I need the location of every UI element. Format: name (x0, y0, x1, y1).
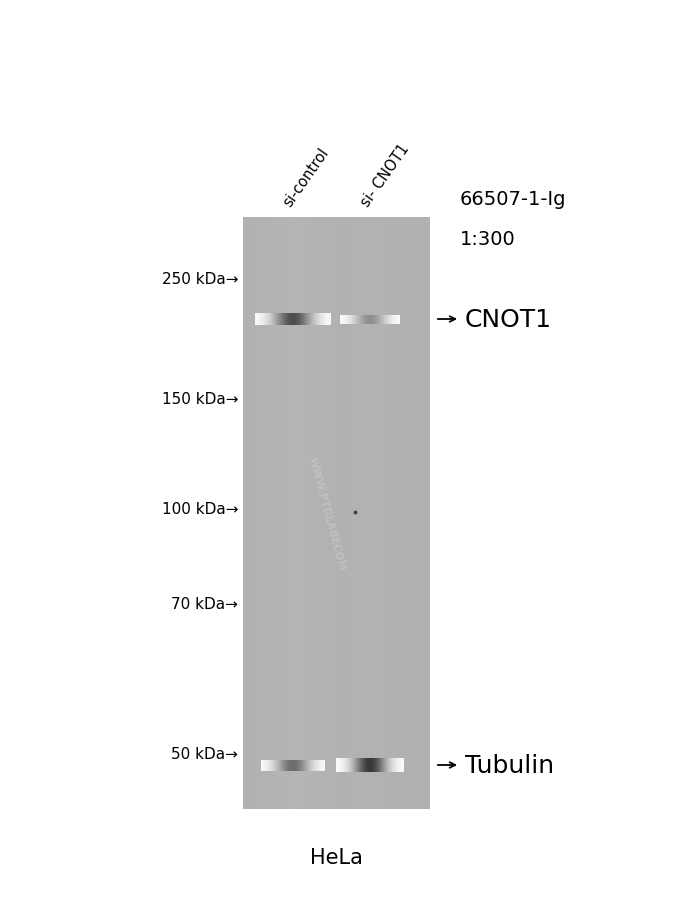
Text: 66507-1-Ig: 66507-1-Ig (460, 190, 566, 209)
Text: 250 kDa→: 250 kDa→ (161, 272, 238, 287)
Bar (243, 217, 430, 809)
Text: WWW.PTGLABECOM: WWW.PTGLABECOM (306, 456, 347, 571)
Text: 50 kDa→: 50 kDa→ (171, 747, 238, 761)
Text: 150 kDa→: 150 kDa→ (161, 392, 238, 407)
Text: 1:300: 1:300 (460, 230, 516, 249)
Text: 70 kDa→: 70 kDa→ (171, 597, 238, 612)
Text: HeLa: HeLa (310, 847, 363, 867)
Text: 100 kDa→: 100 kDa→ (161, 502, 238, 517)
Text: si-control: si-control (281, 145, 332, 210)
Text: Tubulin: Tubulin (465, 753, 554, 778)
Text: CNOT1: CNOT1 (465, 308, 552, 332)
Text: si- CNOT1: si- CNOT1 (358, 142, 412, 210)
